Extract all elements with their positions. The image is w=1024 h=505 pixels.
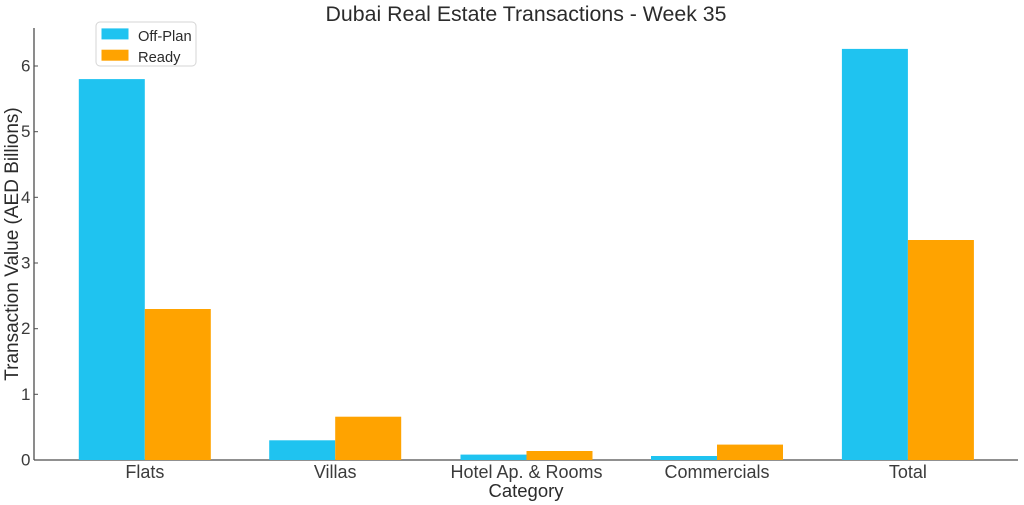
svg-text:Villas: Villas	[314, 462, 357, 482]
svg-text:Transaction Value (AED Billion: Transaction Value (AED Billions)	[2, 107, 23, 381]
svg-text:1: 1	[21, 385, 30, 404]
svg-text:Total: Total	[889, 462, 927, 482]
svg-text:Flats: Flats	[125, 462, 164, 482]
svg-text:Ready: Ready	[138, 50, 181, 66]
svg-text:Commercials: Commercials	[664, 462, 769, 482]
svg-text:0: 0	[21, 451, 30, 470]
svg-text:6: 6	[21, 57, 30, 76]
svg-text:Category: Category	[488, 480, 564, 501]
svg-text:Dubai Real Estate Transactions: Dubai Real Estate Transactions - Week 35	[326, 2, 727, 26]
svg-text:Hotel Ap. & Rooms: Hotel Ap. & Rooms	[450, 462, 602, 482]
svg-text:Off-Plan: Off-Plan	[138, 29, 192, 45]
